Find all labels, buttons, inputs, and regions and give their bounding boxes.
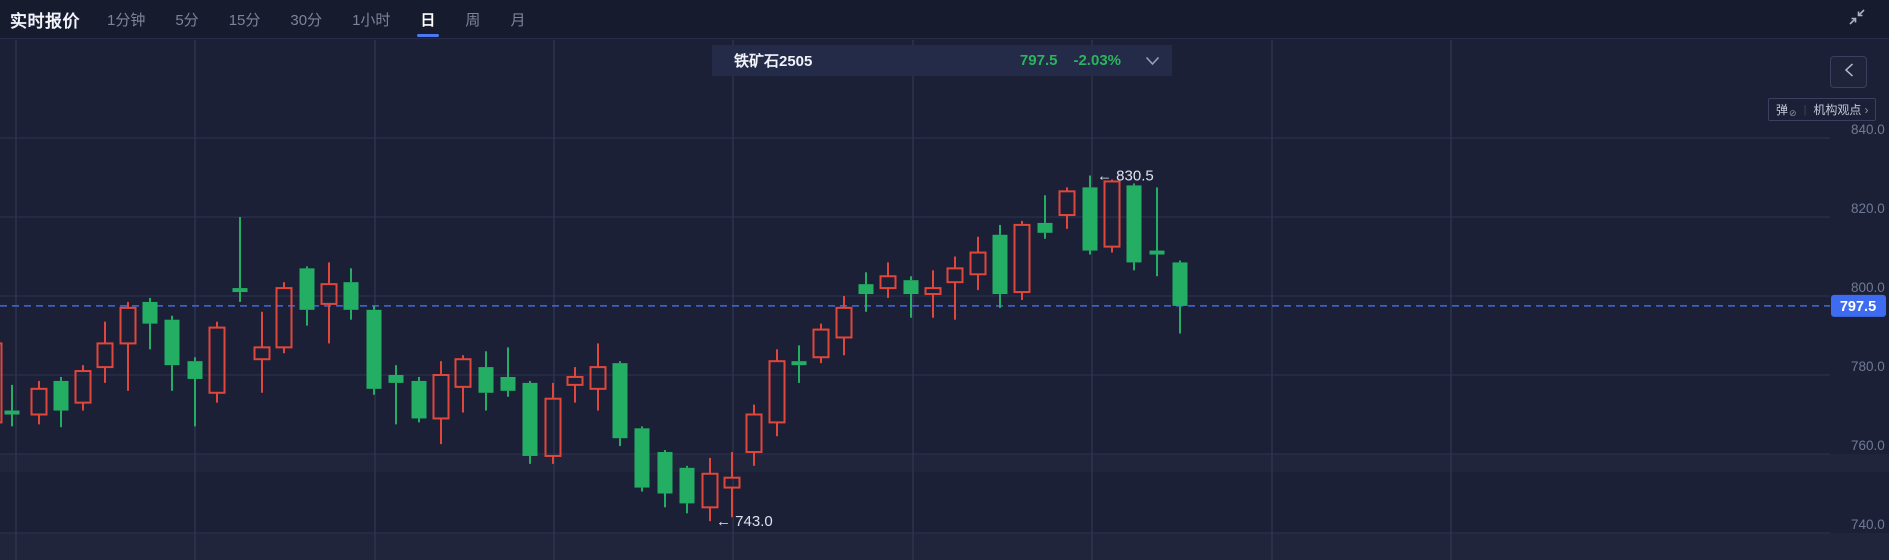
candle-body-up: [119, 306, 137, 345]
candle-body-up: [701, 472, 719, 509]
timeframe-tab-1[interactable]: 5分: [175, 12, 199, 29]
candle-body-up: [454, 358, 472, 388]
candle-body-down: [500, 376, 516, 391]
shading-band: [0, 533, 1889, 560]
candle-body-down: [522, 382, 538, 456]
y-axis-label: 840.0: [1851, 122, 1885, 137]
price-annotation: ← 743.0: [716, 513, 773, 530]
candle-body-up: [1058, 190, 1076, 217]
chevron-right-icon: ›: [1864, 103, 1869, 117]
candle-body-up: [589, 366, 607, 390]
candle-body-down: [343, 282, 359, 310]
current-price-tag: [1831, 294, 1886, 317]
pill-divider: |: [1803, 103, 1807, 116]
candle-body-up: [835, 306, 853, 339]
header: 实时报价 1分钟 5分 15分 30分 1小时 日 周 月: [0, 0, 1889, 39]
institution-opinion-label: 机构观点: [1813, 103, 1862, 117]
candle-body-up: [96, 342, 114, 369]
timeframe-tab-0[interactable]: 1分钟: [107, 12, 146, 29]
y-axis-label: 740.0: [1851, 517, 1885, 532]
candle-body-down: [142, 301, 158, 324]
candle-body-down: [657, 452, 673, 494]
instrument-price: 797.5: [1019, 52, 1058, 69]
candle-body-down: [634, 428, 650, 488]
back-button[interactable]: [1830, 56, 1867, 88]
candle-body-down: [299, 268, 315, 310]
candle-body-down: [679, 467, 695, 504]
collapse-icon[interactable]: [1847, 7, 1867, 27]
candle-body-down: [478, 367, 494, 393]
candle-body-down: [232, 288, 248, 293]
candle-body-down: [411, 380, 427, 419]
candle-body-up: [275, 287, 293, 349]
candle-body-up: [208, 326, 226, 394]
candle-body-up: [320, 283, 338, 305]
timeframe-tab-5[interactable]: 日: [420, 0, 435, 38]
instrument-name: 铁矿石2505: [734, 53, 813, 70]
y-axis-label: 820.0: [1851, 201, 1885, 216]
price-annotation: ← 830.5: [1097, 168, 1154, 185]
candle-body-down: [791, 361, 807, 366]
timeframe-tab-7[interactable]: 月: [510, 12, 526, 29]
candle-body-down: [903, 280, 919, 295]
timeframe-tab-6[interactable]: 周: [465, 12, 481, 29]
chevron-down-icon: [1145, 56, 1160, 66]
candle-body-down: [4, 410, 20, 415]
candle-body-up: [0, 342, 3, 424]
candle-body-down: [858, 284, 874, 295]
y-axis-label: 800.0: [1851, 280, 1885, 295]
y-axis-label: 780.0: [1851, 359, 1885, 374]
opinion-pill: 弹⊘ | 机构观点 ›: [1768, 98, 1877, 121]
candle-body-up: [969, 251, 987, 276]
candle-body-up: [946, 267, 964, 284]
candle-body-up: [74, 370, 92, 404]
candle-body-up: [566, 375, 584, 386]
danmaku-toggle[interactable]: 弹⊘: [1776, 101, 1797, 119]
candle-body-up: [30, 387, 48, 416]
candle-body-down: [992, 234, 1008, 295]
candle-body-up: [879, 275, 897, 290]
timeframe-tab-3[interactable]: 30分: [290, 12, 323, 29]
danmaku-label: 弹: [1776, 102, 1789, 117]
shading-band: [0, 454, 1889, 472]
timeframe-tab-2[interactable]: 15分: [228, 12, 261, 29]
candle-body-up: [812, 328, 830, 359]
candle-body-up: [745, 413, 763, 454]
candle-body-down: [388, 375, 404, 383]
instrument-selector[interactable]: 铁矿石2505 797.5 -2.03%: [712, 45, 1172, 76]
candle-body-up: [544, 397, 562, 457]
institution-opinion-link[interactable]: 机构观点 ›: [1813, 101, 1868, 118]
candle-body-down: [1149, 250, 1165, 255]
y-axis-label: 760.0: [1851, 438, 1885, 453]
candle-body-up: [253, 346, 271, 361]
instrument-change: -2.03%: [1073, 52, 1121, 69]
candle-body-up: [768, 360, 786, 424]
candle-body-down: [366, 309, 382, 389]
current-price-tag-label: 797.5: [1840, 299, 1876, 315]
candle-body-down: [1126, 185, 1142, 263]
page-title: 实时报价: [10, 11, 80, 31]
danmaku-off-icon: ⊘: [1789, 107, 1797, 118]
candle-body-down: [1172, 262, 1188, 306]
timeframe-tab-4[interactable]: 1小时: [352, 12, 391, 29]
candle-body-up: [1013, 223, 1031, 294]
candle-body-down: [53, 380, 69, 411]
candle-body-down: [1082, 187, 1098, 251]
chevron-left-icon: [1843, 62, 1855, 83]
candle-body-up: [1103, 180, 1121, 248]
candle-body-up: [432, 374, 450, 420]
candle-body-down: [1037, 222, 1053, 233]
timeframe-tabs: 1分钟 5分 15分 30分 1小时 日 周 月: [107, 0, 555, 38]
candle-body-down: [164, 319, 180, 366]
candle-body-up: [723, 476, 741, 489]
candle-body-up: [924, 287, 942, 296]
candle-body-down: [187, 361, 203, 379]
candle-body-down: [612, 363, 628, 439]
